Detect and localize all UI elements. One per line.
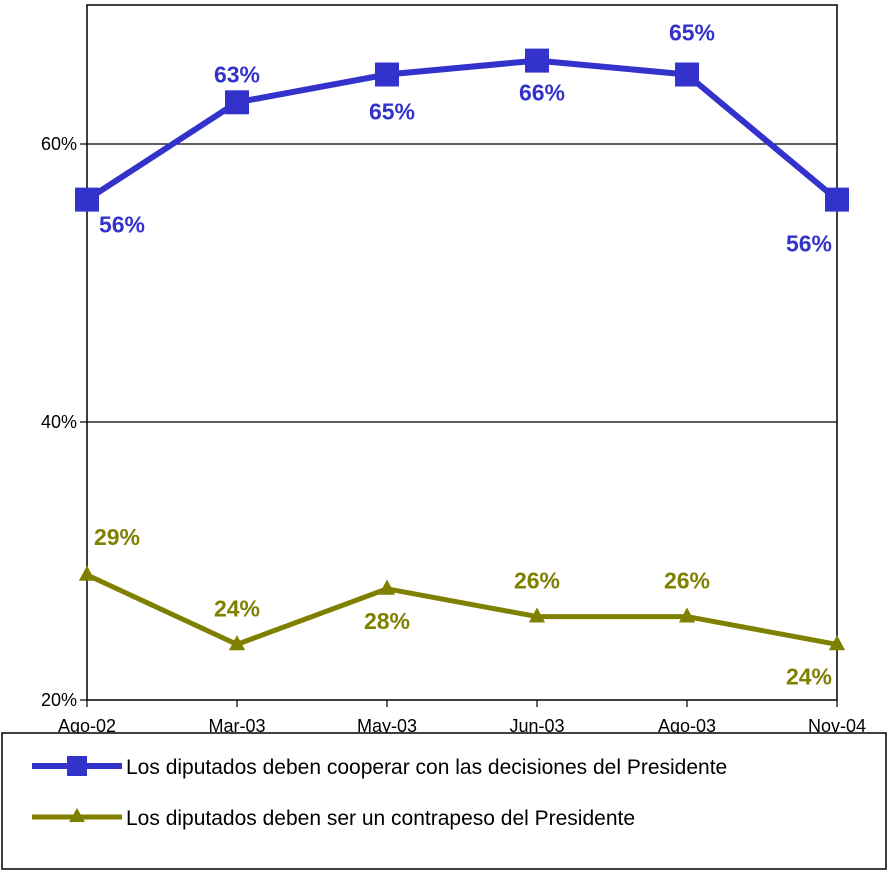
data-label: 24% (214, 595, 260, 621)
data-point (378, 579, 396, 595)
series-1: 56% 63% 65% 66% 65% 56% (75, 20, 849, 257)
plot-area-border (86, 4, 838, 701)
legend-label: Los diputados deben cooperar con las dec… (126, 756, 727, 779)
y-tick-label: 60% (41, 134, 77, 154)
legend-item-1: Los diputados deben cooperar con las dec… (32, 756, 727, 779)
data-label: 24% (786, 663, 832, 689)
data-point (825, 187, 849, 212)
x-tick-label: Nov-04 (808, 716, 866, 736)
series-line (85, 572, 838, 647)
data-point (375, 62, 399, 87)
data-label: 63% (214, 61, 260, 87)
data-point (75, 187, 99, 212)
legend-label: Los diputados deben ser un contrapeso de… (126, 807, 635, 830)
x-tick-label: Jun-03 (509, 716, 564, 736)
y-axis: 20% 40% 60% (41, 134, 87, 710)
series-group: 56% 63% 65% 66% 65% 56% 29% 24% 28% 26% 26% 24% (75, 20, 849, 689)
x-tick-label: May-03 (357, 716, 417, 736)
series-2: 29% 24% 28% 26% 26% 24% (78, 524, 846, 689)
y-tick-label: 40% (41, 412, 77, 432)
data-point (528, 607, 546, 623)
data-point (675, 62, 699, 87)
legend-swatch-marker (69, 808, 85, 822)
legend-box (1, 732, 887, 870)
data-point (78, 565, 96, 581)
x-axis: Ago-02 Mar-03 May-03 Jun-03 Ago-03 Nov-04 (58, 700, 866, 736)
data-label: 56% (99, 212, 145, 238)
data-label: 29% (94, 524, 140, 550)
data-point (228, 635, 246, 651)
data-label: 65% (369, 99, 415, 125)
data-label: 28% (364, 608, 410, 634)
data-point (828, 635, 846, 651)
data-label: 65% (669, 20, 715, 46)
y-tick-label: 20% (41, 690, 77, 710)
data-point (225, 90, 249, 115)
x-tick-label: Mar-03 (208, 716, 265, 736)
legend-item-2: Los diputados deben ser un contrapeso de… (32, 807, 635, 830)
gridlines (87, 143, 837, 423)
data-label: 56% (786, 231, 832, 257)
legend-swatch-marker (67, 756, 87, 776)
legend: Los diputados deben cooperar con las dec… (1, 732, 887, 870)
data-label: 66% (519, 80, 565, 106)
data-label: 26% (664, 568, 710, 594)
x-tick-label: Ago-03 (658, 716, 716, 736)
x-tick-label: Ago-02 (58, 716, 116, 736)
data-label: 26% (514, 568, 560, 594)
data-point (678, 607, 696, 623)
series-line (85, 57, 839, 203)
data-point (525, 48, 549, 73)
